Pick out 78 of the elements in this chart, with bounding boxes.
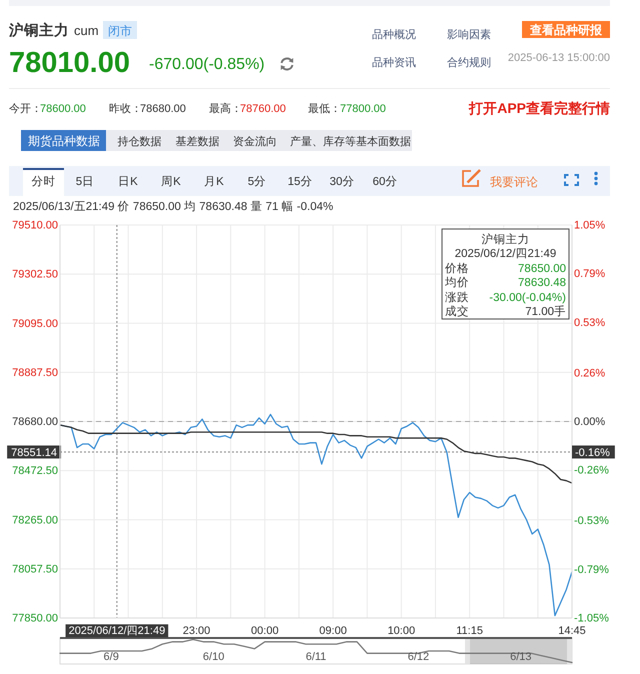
text: 品种概况 bbox=[372, 28, 416, 41]
text: 合约规则 bbox=[447, 56, 491, 69]
text: 最高： bbox=[209, 102, 242, 115]
chart-subtitle: cum bbox=[74, 23, 99, 38]
text: 月K bbox=[204, 175, 224, 188]
annotation: 均价 bbox=[444, 276, 469, 289]
x-tick-label: 09:00 bbox=[319, 624, 347, 637]
text: -0.16% bbox=[575, 447, 610, 459]
annotation: 2025/06/12/四21:49 bbox=[454, 248, 556, 260]
text: 品种资讯 bbox=[372, 56, 416, 69]
text: 78680.00 bbox=[140, 103, 186, 115]
text: 78760.00 bbox=[240, 103, 286, 115]
annotation: 价格 bbox=[444, 262, 469, 275]
y2-tick-label: 1.05% bbox=[574, 220, 606, 232]
text: -670.00(-0.85%) bbox=[149, 56, 265, 73]
y2-tick-label: -0.79% bbox=[574, 564, 610, 576]
x-tick-label: 11:15 bbox=[456, 624, 483, 637]
text: 资金流向 bbox=[233, 135, 277, 148]
y2-tick-label: 0.00% bbox=[574, 416, 606, 428]
y-tick-label: 78680.00 bbox=[12, 416, 58, 428]
y-tick-label: 79302.50 bbox=[12, 268, 58, 281]
x-tick-label: 23:00 bbox=[182, 624, 210, 637]
text: 分时 bbox=[32, 175, 56, 188]
y2-tick-label: -0.26% bbox=[574, 464, 610, 477]
text: 最低： bbox=[308, 103, 341, 115]
x-tick-label: 6/11 bbox=[306, 650, 326, 663]
y2-tick-label: 0.53% bbox=[574, 316, 606, 329]
annotation: 沪铜主力 bbox=[482, 232, 530, 246]
text: 15分 bbox=[288, 175, 312, 188]
y2-tick-label: -1.05% bbox=[574, 612, 610, 625]
y-tick-label: 78887.50 bbox=[12, 366, 58, 379]
text: 5日 bbox=[76, 175, 94, 188]
y2-tick-label: -0.53% bbox=[574, 515, 610, 528]
text: 5分 bbox=[248, 175, 266, 188]
x-tick-label: 6/12 bbox=[408, 650, 430, 663]
y-tick-label: 79510.00 bbox=[12, 220, 58, 232]
y-tick-label: 79095.00 bbox=[12, 318, 58, 330]
text: 产量、库存等基本面数据 bbox=[290, 135, 411, 148]
annotation: 78650.00 bbox=[518, 263, 566, 275]
chart-title: 沪铜主力 bbox=[8, 21, 69, 39]
text: 60分 bbox=[372, 175, 398, 188]
text: 77800.00 bbox=[340, 103, 386, 115]
annotation: 71.00手 bbox=[525, 304, 566, 318]
y2-tick-label: 0.26% bbox=[574, 367, 606, 380]
x-tick-label: 6/10 bbox=[202, 650, 224, 663]
text: 30分 bbox=[330, 175, 354, 188]
x-tick-label: 14:45 bbox=[558, 624, 586, 637]
text: 查看品种研报 bbox=[529, 23, 603, 37]
text: 打开APP查看完整行情 bbox=[468, 100, 610, 116]
text: 期货品种数据 bbox=[28, 134, 100, 148]
text: 持仓数据 bbox=[118, 136, 162, 148]
text: 昨收： bbox=[109, 103, 142, 115]
text: 78010.00 bbox=[9, 47, 130, 79]
text: 78600.00 bbox=[40, 103, 86, 115]
annotation: 78630.48 bbox=[518, 277, 566, 289]
x-tick-label: 6/9 bbox=[104, 650, 119, 663]
annotation: 成交 bbox=[445, 304, 469, 318]
y-tick-label: 78265.00 bbox=[12, 514, 58, 526]
y-tick-label: 77850.00 bbox=[12, 612, 58, 625]
ref-line-label: 78551.14 bbox=[11, 447, 57, 460]
y2-tick-label: 0.79% bbox=[574, 268, 606, 280]
y-tick-label: 78057.50 bbox=[12, 563, 58, 576]
text: 2025/06/13/五21:49 价 78650.00 均 78630.48 量 71 幅 -0.04% bbox=[13, 200, 334, 213]
text: 我要评论 bbox=[490, 175, 538, 189]
text: 周K bbox=[161, 175, 182, 188]
text: 日K bbox=[118, 175, 138, 188]
text: 影响因素 bbox=[447, 28, 491, 41]
y-tick-label: 78472.50 bbox=[12, 465, 58, 478]
text: 闭市 bbox=[108, 24, 132, 38]
text: 基差数据 bbox=[176, 135, 220, 148]
x-tick-label: 6/13 bbox=[510, 650, 532, 663]
x-tick-label: 10:00 bbox=[388, 624, 416, 637]
text: 今开： bbox=[9, 103, 42, 115]
annotation: -30.00(-0.04%) bbox=[489, 292, 566, 304]
line-series bbox=[59, 424, 573, 484]
annotation: 涨跌 bbox=[445, 291, 469, 304]
text: 2025-06-13 15:00:00 bbox=[508, 52, 610, 64]
x-tick-label: 00:00 bbox=[251, 624, 279, 637]
